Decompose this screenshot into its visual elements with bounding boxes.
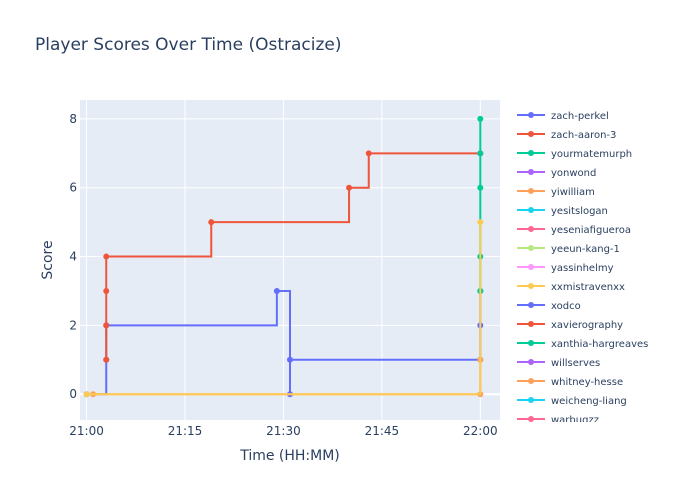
data-point[interactable] <box>208 219 215 226</box>
x-axis-title: Time (HH:MM) <box>239 448 340 464</box>
y-tick-label: 8 <box>69 112 77 126</box>
data-point[interactable] <box>83 391 90 398</box>
legend[interactable]: zach-perkel zach-aaron-3 yourmatemurph yonw… <box>517 111 648 426</box>
legend-item[interactable]: yesitslogan <box>517 206 608 217</box>
series-line <box>86 222 482 396</box>
legend-label: whitney-hesse <box>551 377 623 388</box>
legend-marker <box>528 226 534 232</box>
data-point[interactable] <box>346 184 353 191</box>
legend-marker <box>528 321 534 327</box>
legend-marker <box>528 359 534 365</box>
legend-item[interactable]: zach-perkel <box>517 111 609 122</box>
legend-item[interactable]: zach-aaron-3 <box>517 130 616 141</box>
x-tick-label: 21:45 <box>365 424 400 438</box>
legend-item[interactable]: yeeun-kang-1 <box>517 244 620 255</box>
legend-item[interactable]: xanthia-hargreaves <box>517 339 648 350</box>
legend-marker <box>528 302 534 308</box>
data-point[interactable] <box>287 356 293 363</box>
legend-marker <box>528 264 534 270</box>
tick-labels: 21:00 21:15 21:30 21:45 22:00 0 2 4 6 8 <box>69 112 497 438</box>
legend-label: yassinhelmy <box>551 263 614 274</box>
legend-marker <box>528 397 534 403</box>
y-tick-label: 6 <box>69 181 77 195</box>
legend-label: xanthia-hargreaves <box>551 339 648 350</box>
data-point[interactable] <box>103 287 110 294</box>
legend-item[interactable]: warbugzz <box>517 415 599 426</box>
series-xxmistravenxx <box>83 219 484 398</box>
legend-label: yonwond <box>551 168 596 179</box>
x-tick-label: 21:15 <box>168 424 203 438</box>
legend-label: xxmistravenxx <box>551 282 625 293</box>
y-tick-label: 2 <box>69 318 77 332</box>
legend-marker <box>528 131 534 137</box>
chart-title: Player Scores Over Time (Ostracize) <box>35 35 342 55</box>
legend-item[interactable]: willserves <box>517 358 600 369</box>
data-point[interactable] <box>365 150 372 157</box>
legend-label: willserves <box>551 358 600 369</box>
data-point[interactable] <box>273 287 280 294</box>
legend-marker <box>528 245 534 251</box>
data-point[interactable] <box>103 356 110 363</box>
data-point[interactable] <box>477 150 484 157</box>
y-axis-title: Score <box>40 240 56 279</box>
legend-label: yesitslogan <box>551 206 608 217</box>
series-zach-aaron-3 <box>103 150 484 363</box>
legend-item[interactable]: yeseniafigueroa <box>517 225 631 236</box>
data-point[interactable] <box>477 184 484 191</box>
legend-label: yiwilliam <box>551 187 595 198</box>
legend-label: xavierography <box>551 320 623 331</box>
series-layer <box>83 115 484 398</box>
legend-item[interactable]: yiwilliam <box>517 187 595 198</box>
legend-label: xodco <box>551 301 581 312</box>
legend-marker <box>528 283 534 289</box>
legend-label: zach-aaron-3 <box>551 130 616 141</box>
legend-label: warbugzz <box>551 415 599 426</box>
data-point[interactable] <box>477 115 484 122</box>
legend-marker <box>528 416 534 422</box>
legend-marker <box>528 188 534 194</box>
x-tick-label: 21:30 <box>266 424 301 438</box>
legend-marker <box>528 378 534 384</box>
legend-marker <box>528 150 534 156</box>
legend-item[interactable]: whitney-hesse <box>517 377 623 388</box>
legend-item[interactable]: xavierography <box>517 320 623 331</box>
legend-item[interactable]: xxmistravenxx <box>517 282 625 293</box>
y-tick-label: 0 <box>69 387 77 401</box>
legend-item[interactable]: yassinhelmy <box>517 263 614 274</box>
legend-marker <box>528 169 534 175</box>
legend-item[interactable]: yonwond <box>517 168 596 179</box>
data-point[interactable] <box>477 219 484 226</box>
legend-item[interactable]: xodco <box>517 301 581 312</box>
x-tick-label: 21:00 <box>69 424 104 438</box>
legend-marker <box>528 112 534 118</box>
y-tick-label: 4 <box>69 250 77 264</box>
x-tick-label: 22:00 <box>463 424 498 438</box>
legend-label: weicheng-liang <box>551 396 627 407</box>
legend-item[interactable]: weicheng-liang <box>517 396 627 407</box>
legend-marker <box>528 207 534 213</box>
data-point[interactable] <box>103 253 110 260</box>
legend-label: zach-perkel <box>551 111 609 122</box>
legend-marker <box>528 340 534 346</box>
legend-label: yeseniafigueroa <box>551 225 631 236</box>
legend-label: yeeun-kang-1 <box>551 244 620 255</box>
legend-label: yourmatemurph <box>551 149 632 160</box>
data-point[interactable] <box>103 322 110 329</box>
legend-item[interactable]: yourmatemurph <box>517 149 632 160</box>
